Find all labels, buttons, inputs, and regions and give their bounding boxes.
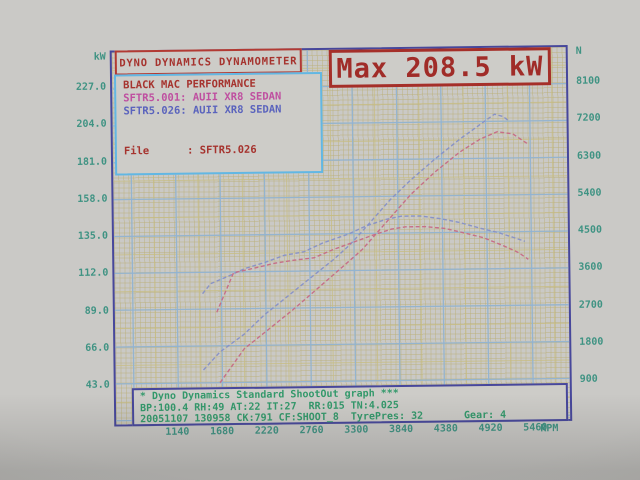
left-axis-tick-label: 66.0: [85, 342, 110, 354]
left-axis-tick-label: 89.0: [84, 305, 109, 317]
left-axis-tick-label: 204.0: [76, 118, 107, 131]
left-axis-tick-label: 135.0: [77, 230, 109, 242]
bottom-axis-tick-label: 3300: [344, 424, 369, 436]
bottom-axis-tick-label: 2760: [299, 424, 324, 437]
max-power-box: Max 208.5 kW: [328, 47, 552, 88]
bottom-axis-tick-label: 1680: [209, 426, 235, 438]
curve-tractive-001: [216, 225, 529, 313]
left-axis-tick-label: 43.0: [85, 379, 110, 391]
bottom-axis-tick-label: 1140: [165, 426, 190, 438]
footer-info-box: * Dyno Dynamics Standard ShootOut graph …: [131, 382, 569, 427]
right-axis-tick-label: 4500: [577, 224, 603, 236]
legend-box: BLACK MAC PERFORMANCE SFTR5.001: AUII XR…: [113, 71, 324, 176]
right-axis-tick-label: 5400: [577, 187, 602, 199]
left-axis-tick-label: 112.0: [78, 267, 109, 280]
right-axis-unit: N: [575, 45, 582, 57]
bottom-axis-tick-label: 5460: [523, 422, 548, 434]
max-power-value: Max 208.5 kW: [336, 50, 544, 85]
right-axis-tick-label: 1800: [579, 336, 604, 348]
bottom-axis-tick-label: 3840: [388, 423, 414, 436]
page-title: DYNO DYNAMICS DYNAMOMETER: [119, 54, 298, 69]
right-axis-tick-label: 7200: [576, 112, 601, 125]
left-axis-tick-label: 227.0: [75, 81, 107, 93]
legend-run-026: SFTR5.026: AUII XR8 SEDAN: [123, 103, 282, 118]
footer-gear: Gear: 4: [463, 409, 507, 422]
left-axis-tick-label: 158.0: [77, 193, 108, 205]
right-axis-tick-label: 6300: [576, 150, 602, 162]
footer-timestamp-line: 20051107 130958 CK:791 CF:SHOOT_8 TyrePr…: [140, 410, 424, 426]
bottom-axis-ticks: 1140 1680 2220 2760 3300 3840 4380 4920 5460: [0, 0, 637, 438]
right-axis-tick-label: 3600: [578, 261, 603, 274]
right-axis-tick-label: 900: [579, 373, 598, 385]
left-axis-ticks: 227.0 204.0 181.0 158.0 135.0 112.0 89.0 66.0 43…: [0, 0, 637, 391]
right-axis-tick-label: 8100: [576, 75, 601, 87]
legend-file-line: File : SFTR5.026: [123, 143, 257, 158]
right-axis-ticks: 8100 7200 6300 5400 4500 3600 2700 1800 900: [0, 0, 637, 385]
right-axis-tick-label: 2700: [578, 299, 603, 311]
bottom-axis-tick-label: 4920: [478, 422, 503, 435]
bottom-axis-tick-label: 2220: [254, 425, 279, 437]
curve-power-001: [219, 131, 528, 384]
title-box: DYNO DYNAMICS DYNAMOMETER: [114, 48, 302, 76]
bottom-axis-tick-label: 4380: [433, 423, 458, 435]
left-axis-tick-label: 181.0: [76, 156, 108, 168]
curve-tractive-026: [202, 215, 526, 295]
left-axis-unit: kW: [93, 51, 106, 63]
curve-power-026: [202, 113, 510, 371]
